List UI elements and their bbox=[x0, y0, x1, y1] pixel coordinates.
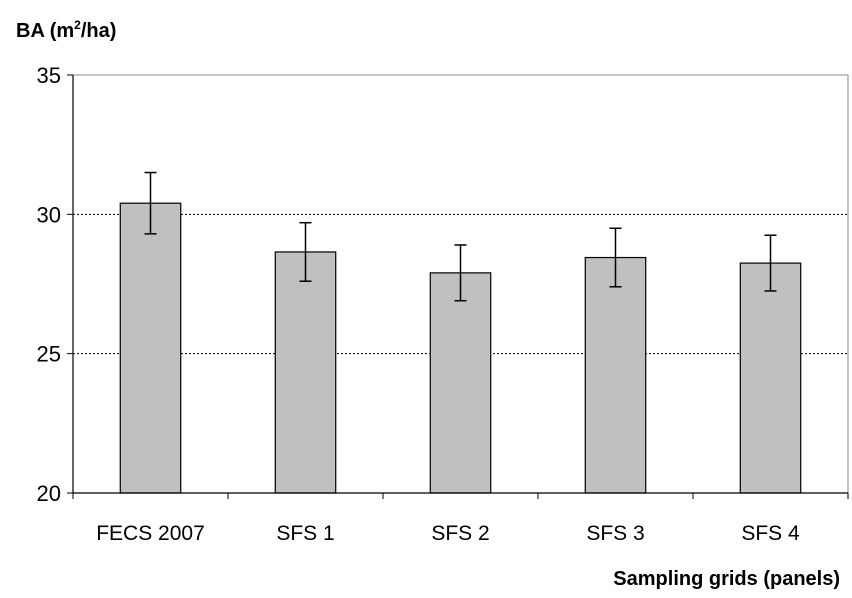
bar bbox=[739, 262, 802, 494]
x-tick-label: SFS 2 bbox=[431, 522, 489, 545]
bar bbox=[274, 251, 337, 494]
bars bbox=[119, 171, 802, 494]
y-tick-label: 35 bbox=[37, 63, 61, 88]
y-axis-label: BA (m2/ha) bbox=[16, 18, 117, 42]
x-tick-label: SFS 3 bbox=[586, 522, 644, 545]
tick-labels: 20 25 30 35 FECS 2007 SFS 1 SFS 2 SFS 3 SFS 4 bbox=[37, 63, 800, 545]
x-tick-label: FECS 2007 bbox=[96, 522, 205, 545]
y-tick-label: 20 bbox=[37, 481, 61, 506]
grid-lines bbox=[73, 213, 848, 355]
axes bbox=[67, 74, 849, 499]
bar bbox=[119, 202, 182, 494]
x-tick-label: SFS 1 bbox=[276, 522, 334, 545]
bar bbox=[584, 256, 647, 494]
y-tick-label: 30 bbox=[37, 202, 61, 227]
x-axis-label: Sampling grids (panels) bbox=[613, 568, 840, 590]
y-tick-label: 25 bbox=[37, 342, 61, 367]
x-tick-label: SFS 4 bbox=[741, 522, 800, 545]
bar bbox=[429, 272, 492, 494]
